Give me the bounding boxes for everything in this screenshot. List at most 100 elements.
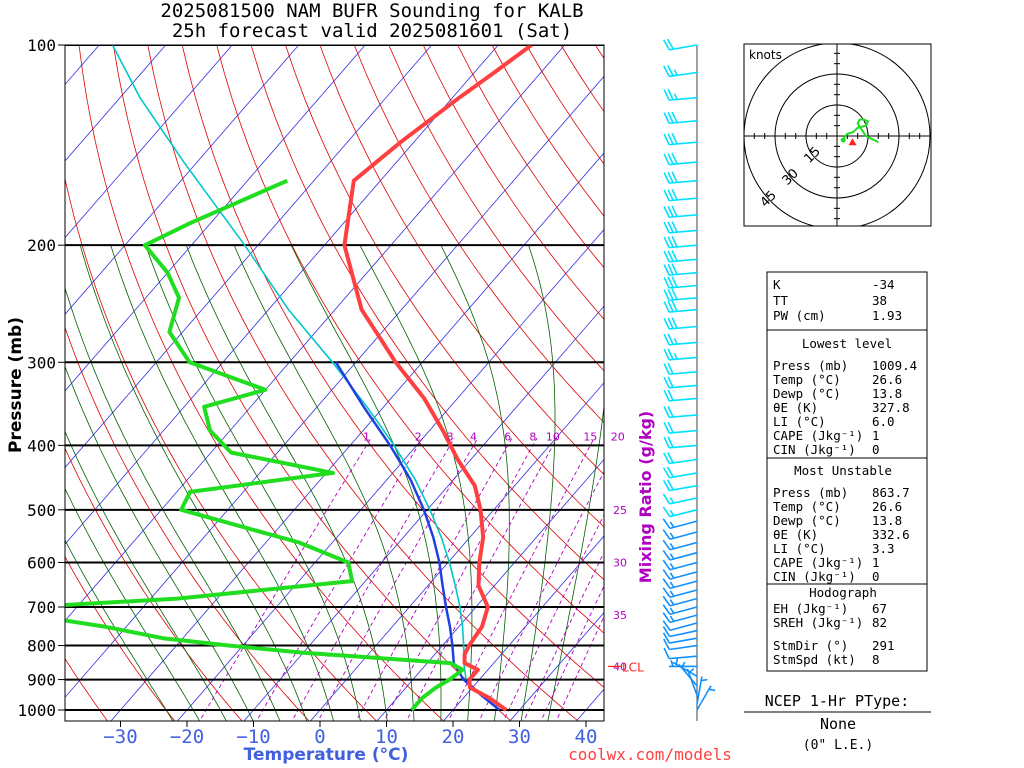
wind-barb-flag — [667, 406, 674, 418]
dewpoint-line — [65, 178, 465, 712]
lowest-dewp-label: Dewp (°C) — [773, 386, 841, 401]
wind-barb — [663, 88, 698, 101]
wind-barb-staff — [672, 661, 698, 677]
mixing-ratio-tick-label: 6 — [504, 430, 511, 443]
wind-barb — [696, 685, 716, 711]
skewt-grid — [65, 45, 604, 721]
wind-barb — [663, 638, 698, 651]
lowest-cin-value: 0 — [872, 442, 880, 457]
wind-barb-half-flag — [669, 553, 675, 560]
wind-barb-flag — [662, 578, 671, 589]
parcel-path-line — [334, 361, 501, 711]
wind-barb-staff — [669, 520, 698, 530]
isotherm-line — [65, 45, 167, 162]
moist-adiabat-line — [65, 487, 201, 721]
pw-value: 1.93 — [872, 308, 902, 323]
dry-adiabat-line — [250, 45, 604, 581]
dry-adiabat-line — [353, 45, 604, 424]
wind-barb — [663, 276, 698, 289]
wind-barb-flag — [662, 39, 671, 51]
k-label: K — [773, 277, 781, 292]
tt-value: 38 — [872, 293, 887, 308]
wind-barb — [663, 389, 698, 402]
y-tick-label: 700 — [27, 598, 56, 617]
mixing-ratio-tick-label: 15 — [583, 430, 597, 443]
y-tick-label: 800 — [27, 637, 56, 656]
wind-barb-flag — [667, 221, 674, 233]
wind-barb-staff — [669, 179, 698, 184]
wind-barb-flag — [671, 250, 678, 262]
wind-barb-flag — [663, 250, 670, 263]
wind-barb-staff — [669, 44, 698, 51]
wind-barb — [672, 657, 698, 677]
wind-barb-flag — [666, 466, 675, 478]
wind-barb-half-flag — [673, 353, 678, 360]
moist-adiabat-line — [233, 245, 415, 721]
hodograph-params-heading: Hodograph — [809, 585, 877, 600]
wind-barb-flag — [667, 452, 674, 464]
k-value: -34 — [872, 277, 895, 292]
isotherm-line — [309, 382, 604, 721]
wind-barb-flag — [662, 587, 671, 598]
mixing-ratio-tick-label: 20 — [611, 430, 625, 443]
wind-barb-staff — [669, 284, 698, 289]
wind-barb-staff — [669, 629, 698, 638]
wind-barb — [696, 676, 708, 705]
wind-barb-half-flag — [708, 688, 716, 692]
mixing-ratio-tick-label: 10 — [546, 430, 560, 443]
mu-cape-value: 1 — [872, 555, 880, 570]
eh-label: EH (Jkg⁻¹) — [773, 601, 848, 616]
wind-barb-half-flag — [669, 590, 675, 597]
wind-barb-staff — [669, 271, 698, 276]
lowest-thetae-value: 327.8 — [872, 400, 910, 415]
stmdir-value: 291 — [872, 638, 895, 653]
mu-cape-label: CAPE (Jkg⁻¹) — [773, 555, 863, 570]
mixing-ratio-tick-label: 35 — [613, 609, 627, 622]
x-axis-label: Temperature (°C) — [244, 745, 409, 765]
ptype-heading: NCEP 1-Hr PType: — [765, 692, 910, 710]
mu-press-value: 863.7 — [872, 485, 910, 500]
wind-barb-staff — [669, 214, 698, 219]
wind-barb-staff — [669, 606, 698, 616]
wind-barb-flag — [663, 389, 670, 402]
dry-adiabat-line — [285, 45, 604, 528]
wind-barb-half-flag — [673, 338, 678, 345]
dry-adiabat-line — [319, 45, 604, 476]
wind-barb — [686, 668, 698, 696]
mixing-ratio-tick-label: 4 — [470, 430, 477, 443]
wind-barb-flag — [667, 389, 674, 401]
isotherm-line — [243, 305, 604, 721]
wind-barb — [663, 421, 698, 434]
wind-barb-flag — [671, 221, 678, 233]
wind-barb-flag — [667, 153, 674, 165]
wind-barb-staff — [669, 531, 698, 541]
wind-barb — [663, 111, 698, 125]
mixing-ratio-line — [199, 437, 372, 721]
wind-barb — [662, 620, 698, 632]
wind-barb-staff — [669, 580, 698, 590]
mu-temp-label: Temp (°C) — [773, 499, 841, 514]
wind-barb-flag — [663, 363, 670, 375]
moist-adiabat-line — [65, 430, 227, 721]
wind-barb — [662, 612, 698, 624]
indices-frame — [766, 271, 928, 672]
wind-barb-flag — [663, 172, 670, 184]
wind-barb-staff — [669, 444, 698, 449]
wind-barb-staff — [669, 458, 698, 465]
wind-barb-staff — [669, 397, 698, 402]
lowest-level-heading: Lowest level — [802, 336, 892, 351]
wind-barb-flag — [663, 264, 670, 276]
y-tick-label: 600 — [27, 553, 56, 572]
wind-barb-staff — [696, 685, 712, 711]
wind-barb-flag — [671, 317, 678, 329]
wind-barb-flag — [663, 422, 670, 434]
wind-barb-flag — [671, 171, 678, 183]
y-axis-label: Pressure (mb) — [6, 317, 26, 453]
sreh-value: 82 — [872, 615, 887, 630]
wind-barb-flag — [663, 348, 670, 361]
chart-title: 2025081500 NAM BUFR Sounding for KALB — [160, 0, 583, 22]
wind-barb-staff — [669, 71, 698, 78]
wind-barb-flag — [662, 467, 671, 479]
wind-barb-half-flag — [669, 509, 675, 517]
